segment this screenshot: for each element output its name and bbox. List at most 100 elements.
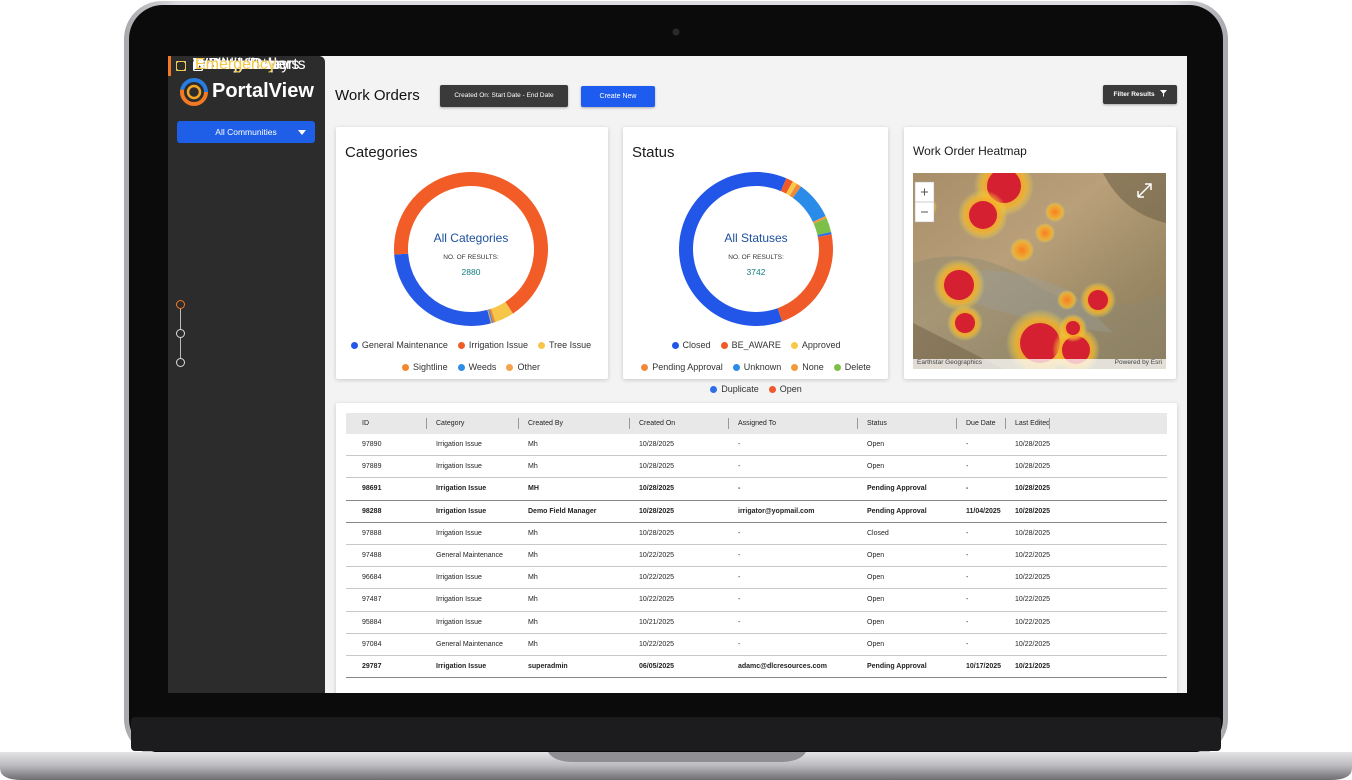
- menu-label: Settings: [193, 56, 251, 73]
- column-header[interactable]: ID: [362, 420, 369, 427]
- table-cell: -: [738, 463, 741, 471]
- legend-item[interactable]: Weeds: [457, 356, 496, 378]
- table-row[interactable]: 97488 General Maintenance Mh 10/22/2025 - Ope…: [346, 545, 1167, 568]
- table-cell: 97890: [362, 441, 382, 448]
- community-label: All Communities: [215, 127, 277, 137]
- table-cell: -: [966, 552, 969, 559]
- legend-item[interactable]: Duplicate: [710, 378, 759, 400]
- donut-segment: [780, 178, 793, 194]
- legend-item[interactable]: Pending Approval: [641, 356, 723, 378]
- logo-icon: [180, 78, 208, 106]
- table-row[interactable]: 95884 Irrigation Issue Mh 10/21/2025 - Open - 1…: [346, 612, 1167, 634]
- submenu-node: [176, 328, 185, 338]
- legend-dot: [833, 363, 841, 371]
- legend-item[interactable]: Sightline: [402, 356, 448, 378]
- heatmap-map[interactable]: [913, 173, 1166, 369]
- chin: [131, 717, 1221, 751]
- heat-blobs: [917, 173, 1116, 369]
- column-header[interactable]: Created By: [528, 420, 564, 427]
- row-divider: [346, 610, 1167, 612]
- table-cell: 10/22/2025: [1015, 596, 1051, 604]
- date-filter-button[interactable]: Created On: Start Date - End Date: [440, 85, 568, 107]
- heatmap-card: Work Order Heatmap: [904, 127, 1176, 379]
- legend-item[interactable]: Approved: [790, 334, 840, 356]
- donut-segment: [487, 309, 492, 324]
- table-row[interactable]: 97890 Irrigation Issue Mh 10/28/2025 - Open - 1…: [346, 434, 1167, 457]
- legend-item[interactable]: General Maintenance: [350, 334, 448, 356]
- legend-dot: [402, 363, 410, 371]
- legend-label: Irrigation Issue: [468, 340, 528, 350]
- donut: [394, 172, 548, 326]
- table-cell: General Maintenance: [436, 640, 503, 648]
- chart-title: Status: [632, 144, 675, 161]
- column-header[interactable]: Category: [436, 420, 465, 427]
- table-cell: Open: [867, 574, 885, 582]
- table-row[interactable]: 97084 General Maintenance Mh 10/22/2025 - Ope…: [346, 634, 1167, 656]
- table-cell: -: [738, 485, 741, 493]
- filter-icon: [1159, 90, 1167, 97]
- table-row[interactable]: 96684 Irrigation Issue Mh 10/22/2025 - Open - 1…: [346, 567, 1167, 590]
- legend-label: Sightline: [413, 362, 448, 372]
- legend-item[interactable]: Tree Issue: [537, 334, 591, 356]
- column-divider: [426, 418, 427, 429]
- brand: PortalView: [212, 80, 314, 102]
- chart-title: Categories: [345, 144, 418, 161]
- menu-icon: [176, 61, 186, 71]
- table-cell: Demo Field Manager: [528, 507, 597, 515]
- map-attribution: Earthstar Geographics: [917, 359, 983, 366]
- table-cell: General Maintenance: [436, 552, 503, 559]
- table-row[interactable]: 97487 Irrigation Issue Mh 10/22/2025 - Open - 1…: [346, 589, 1167, 612]
- column-header[interactable]: Due Date: [966, 420, 996, 427]
- legend-dot: [710, 385, 718, 393]
- expand-icon[interactable]: [1137, 183, 1152, 198]
- legend-dot: [457, 363, 465, 371]
- count: 2880: [461, 267, 481, 277]
- column-header[interactable]: Created On: [639, 420, 676, 427]
- map-credit: Powered by Esri: [1114, 359, 1162, 366]
- table-row[interactable]: 98691 Irrigation Issue MH 10/28/2025 - Pendin…: [346, 478, 1167, 501]
- filter-label: Filter Results: [1113, 91, 1155, 98]
- table-cell: 98691: [362, 485, 382, 493]
- table-cell: 10/22/2025: [639, 640, 675, 648]
- column-divider: [518, 418, 519, 429]
- submenu-node: [176, 299, 185, 309]
- table-cell: Open: [867, 640, 885, 648]
- donut-segment: [488, 309, 494, 324]
- zoom-control[interactable]: [914, 181, 935, 223]
- base: [0, 752, 1352, 780]
- table-cell: 10/28/2025: [1015, 507, 1051, 515]
- community-select[interactable]: All Communities: [177, 121, 315, 143]
- row-divider: [346, 455, 1167, 457]
- column-header[interactable]: Status: [867, 420, 887, 427]
- legend-item[interactable]: None: [791, 356, 824, 378]
- legend-item[interactable]: Delete: [833, 356, 871, 378]
- table-row[interactable]: 98288 Irrigation Issue Demo Field Manager 1…: [346, 501, 1167, 523]
- filter-button[interactable]: Filter Results: [1103, 85, 1177, 104]
- legend-item[interactable]: BE_AWARE: [720, 334, 781, 356]
- table-row[interactable]: 97889 Irrigation Issue Mh 10/28/2025 - Open - 1…: [346, 456, 1167, 479]
- column-header[interactable]: Last Edited: [1015, 420, 1050, 427]
- legend-item[interactable]: Closed: [671, 334, 711, 356]
- table-row[interactable]: 29787 Irrigation Issue superadmin 06/05/202…: [346, 656, 1167, 679]
- table-cell: 10/28/2025: [639, 507, 675, 515]
- table-cell: Irrigation Issue: [436, 529, 482, 537]
- legend-item[interactable]: Open: [768, 378, 802, 400]
- table-cell: 10/28/2025: [639, 485, 675, 493]
- table-cell: 97888: [362, 529, 382, 537]
- table-cell: 10/22/2025: [1015, 618, 1051, 626]
- table-cell: 29787: [362, 663, 382, 670]
- submenu-node: [176, 357, 185, 367]
- legend-item[interactable]: Unknown: [732, 356, 781, 378]
- table-cell: Irrigation Issue: [436, 663, 487, 670]
- legend-item[interactable]: Other: [506, 356, 540, 378]
- legend-dot: [790, 341, 798, 349]
- legend-label: Open: [779, 384, 802, 394]
- table-card: ID Category Created By Created On Assigned T…: [336, 403, 1177, 693]
- legend-label: Other: [517, 362, 540, 372]
- column-header[interactable]: Assigned To: [738, 420, 777, 427]
- create-button[interactable]: Create New: [581, 86, 655, 107]
- table-row[interactable]: 97888 Irrigation Issue Mh 10/28/2025 - Closed…: [346, 523, 1167, 545]
- table-cell: Irrigation Issue: [436, 596, 482, 604]
- legend-item[interactable]: Irrigation Issue: [457, 334, 528, 356]
